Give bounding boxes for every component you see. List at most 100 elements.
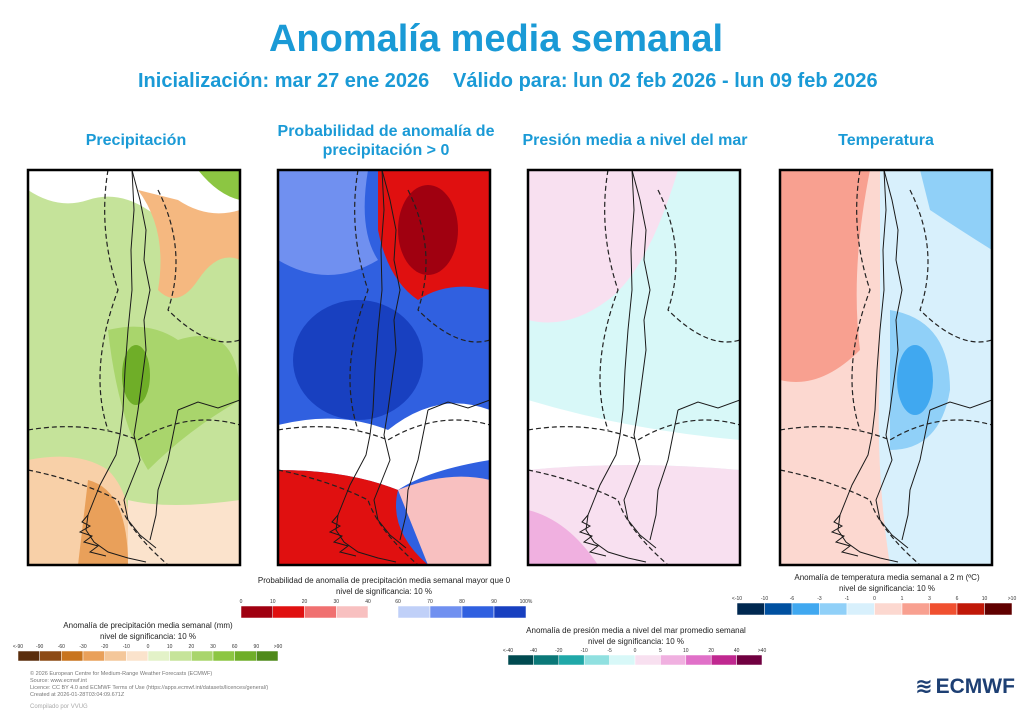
colorbar-label: 60 [232,644,238,650]
colorbar-box [461,605,495,619]
colorbar-label: 30 [210,644,216,650]
colorbar-label: -40 [530,648,537,654]
colorbar-box [272,605,305,619]
colorbar-box [609,654,636,666]
legend-significance: nivel de significancia: 10 % [587,637,685,646]
colorbar-box [660,654,687,666]
initialization: Inicialización: mar 27 ene 2026 [138,70,430,92]
colorbar-label: <-10 [732,596,742,602]
colorbar-label: -1 [845,596,850,602]
legend-caption: Probabilidad de anomalía de precipitació… [257,576,511,585]
colorbar-box [791,602,820,616]
colorbar-label: 6 [956,596,959,602]
colorbar-label: 90 [491,599,497,605]
colorbar-label: 80 [459,599,465,605]
colorbar-box [234,650,257,662]
map-shape [897,345,933,415]
colorbar-label: <-40 [503,648,513,654]
colorbar-box [256,650,279,662]
colorbar-box [736,654,763,666]
colorbar-label: -30 [79,644,86,650]
colorbar-label: -60 [58,644,65,650]
colorbar-label: 20 [189,644,195,650]
title: Anomalía media semanal [268,18,724,60]
colorbar-box [61,650,84,662]
colorbar-label: 30 [333,599,339,605]
colorbar-box [685,654,712,666]
colorbar-label: 5 [659,648,662,654]
credit-line: Licence: CC BY 4.0 and ECMWF Terms of Us… [30,685,269,691]
credit-line: Source: www.ecmwf.int [30,678,87,684]
colorbar-label: 3 [928,596,931,602]
map-shape [128,500,240,565]
legend-significance: nivel de significancia: 10 % [99,632,197,641]
map-shape [278,403,490,490]
colorbar-box [901,602,930,616]
map-shape [398,185,458,275]
colorbar-box [558,654,585,666]
map-pressure [526,168,742,567]
map-shape [276,168,492,567]
colorbar-label: 60 [395,599,401,605]
colorbar-label: 70 [427,599,433,605]
legend-caption: Anomalía de presión media a nivel del ma… [526,626,746,635]
map-shape [278,470,428,565]
colorbar-label: -20 [555,648,562,654]
credits: © 2026 European Centre for Medium-Range … [30,671,268,699]
colorbar-box [984,602,1013,616]
colorbar-box [429,605,463,619]
logo: ≋ ECMWF [915,675,1015,698]
colorbar-label: -3 [817,596,822,602]
logo-text: ECMWF [935,675,1015,698]
map-shape [198,170,240,200]
map-shape [28,170,240,565]
colorbar-label: -10 [123,644,130,650]
map-shape [780,170,992,565]
map-shape [278,170,490,565]
credit-line: Created at 2026-01-28T03:04:09.671Z [30,692,125,698]
colorbar-label: -90 [36,644,43,650]
legend-significance: nivel de significancia: 10 % [335,587,433,596]
colorbar-box [39,650,62,662]
colorbar-box [736,602,765,616]
map-precipitation [26,168,242,567]
map-shape [278,170,378,275]
colorbar-box [493,605,527,619]
map-shape [920,170,992,250]
map-shape [26,168,242,567]
colorbar-box [819,602,848,616]
colorbar-box [104,650,127,662]
colorbar-box [17,650,40,662]
colorbar-label: -20 [101,644,108,650]
colorbar-label: -10 [581,648,588,654]
colorbar-label: 20 [708,648,714,654]
map-shape [778,168,994,567]
colorbar-box [82,650,105,662]
colorbar-box [240,605,273,619]
colorbar-label: 100% [520,599,533,605]
map-shape [528,510,598,565]
map-shape [528,465,740,565]
colorbar-box [212,650,235,662]
colorbar-label: -6 [790,596,795,602]
panel-title: Temperatura [838,132,934,149]
panel-title: Precipitación [85,132,187,149]
colorbar-label: 0 [634,648,637,654]
colorbar-box [929,602,958,616]
colorbar-label: 0 [240,599,243,605]
colorbars: <-90 -90 -60 -30 -20 -10 0 10 20 30 60 90 >900 10 20 30… [13,596,1016,666]
colorbar-box [304,605,337,619]
legend-caption: Anomalía de precipitación media semanal … [63,621,233,630]
colorbar-label: <-90 [13,644,23,650]
colorbar-box [634,654,661,666]
map-shape [398,476,490,565]
colorbar-label: -10 [761,596,768,602]
colorbar-box [397,605,431,619]
credit-line: © 2026 European Centre for Medium-Range … [30,671,213,677]
map-temperature [778,168,994,567]
colorbar-label: 10 [683,648,689,654]
valid-period: Válido para: lun 02 feb 2026 - lun 09 fe… [453,70,878,92]
colorbar-box [169,650,192,662]
map-shape [528,170,678,323]
